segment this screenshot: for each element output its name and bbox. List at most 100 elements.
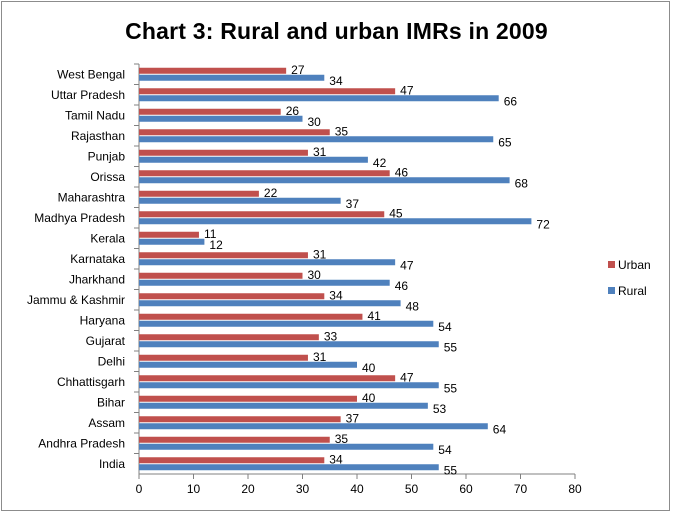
category-label: Kerala	[90, 231, 125, 245]
category-label: Jharkhand	[69, 272, 125, 286]
data-label-urban: 27	[291, 63, 305, 77]
bar-rural	[139, 402, 428, 409]
legend-label-urban: Urban	[618, 258, 651, 272]
data-label-urban: 47	[400, 370, 414, 384]
category-label: West Bengal	[57, 67, 125, 81]
category-label: Karnataka	[70, 252, 125, 266]
data-label-rural: 37	[346, 197, 360, 211]
x-tick-label: 60	[459, 482, 473, 496]
data-label-rural: 54	[438, 443, 452, 457]
data-label-urban: 26	[286, 104, 300, 118]
category-label: Chhattisgarh	[57, 375, 125, 389]
data-label-urban: 31	[313, 247, 327, 261]
bar-urban	[139, 67, 287, 74]
data-label-urban: 37	[346, 411, 360, 425]
category-label: Andhra Pradesh	[38, 436, 125, 450]
category-label: Punjab	[88, 149, 126, 163]
data-label-rural: 65	[498, 135, 512, 149]
data-label-rural: 55	[444, 463, 458, 477]
x-tick-label: 0	[136, 482, 143, 496]
legend-swatch-urban	[608, 261, 615, 268]
data-label-rural: 64	[493, 422, 507, 436]
data-label-urban: 35	[335, 432, 349, 446]
x-tick-label: 50	[405, 482, 419, 496]
data-label-rural: 30	[308, 115, 322, 129]
data-label-rural: 55	[444, 340, 458, 354]
data-label-urban: 22	[264, 186, 278, 200]
category-label: Gujarat	[86, 334, 126, 348]
bar-rural	[139, 238, 205, 245]
bar-rural	[139, 74, 325, 81]
data-label-rural: 40	[362, 361, 376, 375]
bar-urban	[139, 231, 199, 238]
legend-swatch-rural	[608, 287, 615, 294]
category-label: Maharashtra	[58, 190, 126, 204]
data-label-urban: 34	[329, 452, 343, 466]
category-label: Rajasthan	[71, 129, 125, 143]
category-label: Tamil Nadu	[65, 108, 125, 122]
data-label-urban: 34	[329, 288, 343, 302]
category-label: Haryana	[80, 313, 126, 327]
bar-urban	[139, 334, 319, 341]
bar-urban	[139, 149, 308, 156]
category-label: Assam	[88, 416, 125, 430]
bar-urban	[139, 129, 330, 136]
bar-urban	[139, 354, 308, 361]
bar-rural	[139, 177, 510, 184]
x-tick-label: 10	[187, 482, 201, 496]
bar-urban	[139, 313, 363, 320]
data-label-urban: 33	[324, 329, 338, 343]
data-label-urban: 31	[313, 145, 327, 159]
data-label-urban: 31	[313, 350, 327, 364]
bar-rural	[139, 259, 396, 266]
data-label-rural: 42	[373, 156, 387, 170]
x-tick-label: 40	[350, 482, 364, 496]
bar-rural	[139, 464, 439, 471]
bar-urban	[139, 252, 308, 259]
data-label-rural: 72	[536, 217, 550, 231]
data-label-urban: 46	[395, 165, 409, 179]
x-tick-label: 20	[241, 482, 255, 496]
bar-urban	[139, 108, 281, 115]
bar-rural	[139, 218, 532, 225]
category-label: India	[99, 457, 125, 471]
data-label-rural: 54	[438, 320, 452, 334]
x-tick-label: 80	[568, 482, 582, 496]
bar-urban	[139, 416, 341, 423]
bar-urban	[139, 170, 390, 177]
bar-rural	[139, 279, 390, 286]
bar-urban	[139, 272, 303, 279]
data-label-rural: 47	[400, 258, 414, 272]
category-label: Uttar Pradesh	[51, 88, 125, 102]
bar-rural	[139, 115, 303, 122]
x-tick-label: 30	[296, 482, 310, 496]
category-label: Delhi	[98, 354, 125, 368]
bar-rural	[139, 423, 488, 430]
x-tick-label: 70	[514, 482, 528, 496]
chart-title: Chart 3: Rural and urban IMRs in 2009	[125, 18, 548, 44]
data-label-urban: 40	[362, 391, 376, 405]
data-label-rural: 12	[209, 238, 223, 252]
bar-rural	[139, 320, 434, 327]
category-label: Madhya Pradesh	[34, 211, 125, 225]
category-label: Bihar	[97, 395, 125, 409]
bar-rural	[139, 443, 434, 450]
bar-urban	[139, 293, 325, 300]
data-label-rural: 68	[515, 176, 529, 190]
data-label-urban: 11	[204, 227, 217, 241]
bar-urban	[139, 395, 357, 402]
bar-rural	[139, 156, 368, 163]
data-label-rural: 66	[504, 94, 518, 108]
data-label-urban: 30	[308, 268, 322, 282]
bar-rural	[139, 382, 439, 389]
data-label-rural: 46	[395, 279, 409, 293]
bar-rural	[139, 95, 499, 102]
data-label-urban: 45	[389, 206, 403, 220]
bar-urban	[139, 375, 396, 382]
bar-rural	[139, 136, 494, 143]
category-label: Orissa	[90, 170, 125, 184]
data-label-urban: 47	[400, 83, 414, 97]
bar-urban	[139, 211, 385, 218]
data-label-urban: 41	[367, 309, 381, 323]
